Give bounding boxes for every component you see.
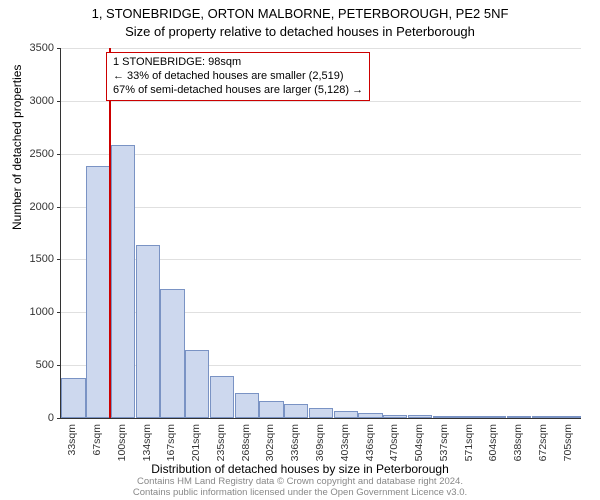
- xtick-label: 504sqm: [413, 424, 425, 461]
- annotation-line2: ← 33% of detached houses are smaller (2,…: [113, 70, 363, 84]
- x-axis-label: Distribution of detached houses by size …: [0, 462, 600, 476]
- ytick-label: 1500: [14, 253, 54, 265]
- histogram-bar: [111, 145, 135, 418]
- ytick-mark: [57, 365, 61, 366]
- xtick-label: 235sqm: [215, 424, 227, 461]
- chart-container: 1, STONEBRIDGE, ORTON MALBORNE, PETERBOR…: [0, 0, 600, 500]
- histogram-bar: [284, 404, 308, 418]
- histogram-bar: [532, 416, 556, 418]
- xtick-label: 33sqm: [66, 424, 78, 456]
- ytick-label: 500: [14, 359, 54, 371]
- ytick-mark: [57, 259, 61, 260]
- histogram-bar: [210, 376, 234, 418]
- histogram-bar: [457, 416, 481, 418]
- histogram-bar: [408, 415, 432, 418]
- histogram-bar: [383, 415, 407, 418]
- histogram-bar: [136, 245, 160, 418]
- xtick-label: 470sqm: [388, 424, 400, 461]
- xtick-label: 167sqm: [165, 424, 177, 461]
- histogram-bar: [556, 416, 580, 418]
- xtick-label: 537sqm: [438, 424, 450, 461]
- histogram-bar: [61, 378, 85, 418]
- ytick-label: 3500: [14, 42, 54, 54]
- gridline-h: [61, 207, 581, 208]
- xtick-label: 369sqm: [314, 424, 326, 461]
- xtick-label: 100sqm: [116, 424, 128, 461]
- footer-line1: Contains HM Land Registry data © Crown c…: [0, 477, 600, 487]
- xtick-label: 336sqm: [289, 424, 301, 461]
- ytick-label: 2000: [14, 201, 54, 213]
- histogram-bar: [358, 413, 382, 418]
- histogram-bar: [160, 289, 184, 418]
- xtick-label: 134sqm: [141, 424, 153, 461]
- histogram-bar: [433, 416, 457, 418]
- histogram-bar: [235, 393, 259, 418]
- plot-area: 1 STONEBRIDGE: 98sqm ← 33% of detached h…: [60, 48, 581, 419]
- ytick-label: 3000: [14, 95, 54, 107]
- xtick-label: 672sqm: [537, 424, 549, 461]
- histogram-bar: [86, 166, 110, 418]
- reference-line: [109, 48, 111, 418]
- ytick-label: 0: [14, 412, 54, 424]
- xtick-label: 604sqm: [487, 424, 499, 461]
- histogram-bar: [259, 401, 283, 418]
- xtick-label: 705sqm: [562, 424, 574, 461]
- histogram-bar: [334, 411, 358, 418]
- ytick-mark: [57, 312, 61, 313]
- annotation-line3: 67% of semi-detached houses are larger (…: [113, 84, 363, 98]
- annotation-box: 1 STONEBRIDGE: 98sqm ← 33% of detached h…: [106, 52, 370, 101]
- chart-title-line2: Size of property relative to detached ho…: [0, 24, 600, 39]
- xtick-label: 571sqm: [463, 424, 475, 461]
- ytick-label: 1000: [14, 306, 54, 318]
- xtick-label: 67sqm: [91, 424, 103, 456]
- xtick-label: 302sqm: [264, 424, 276, 461]
- ytick-mark: [57, 48, 61, 49]
- histogram-bar: [507, 416, 531, 418]
- xtick-label: 268sqm: [240, 424, 252, 461]
- histogram-bar: [309, 408, 333, 418]
- gridline-h: [61, 48, 581, 49]
- xtick-label: 638sqm: [512, 424, 524, 461]
- gridline-h: [61, 154, 581, 155]
- ytick-mark: [57, 154, 61, 155]
- footer-line2: Contains public information licensed und…: [0, 488, 600, 498]
- xtick-label: 403sqm: [339, 424, 351, 461]
- footer-text: Contains HM Land Registry data © Crown c…: [0, 477, 600, 498]
- annotation-line1: 1 STONEBRIDGE: 98sqm: [113, 56, 363, 70]
- histogram-bar: [482, 416, 506, 418]
- ytick-mark: [57, 101, 61, 102]
- chart-title-line1: 1, STONEBRIDGE, ORTON MALBORNE, PETERBOR…: [0, 6, 600, 21]
- ytick-mark: [57, 207, 61, 208]
- xtick-label: 201sqm: [190, 424, 202, 461]
- xtick-label: 436sqm: [364, 424, 376, 461]
- ytick-label: 2500: [14, 148, 54, 160]
- histogram-bar: [185, 350, 209, 418]
- ytick-mark: [57, 418, 61, 419]
